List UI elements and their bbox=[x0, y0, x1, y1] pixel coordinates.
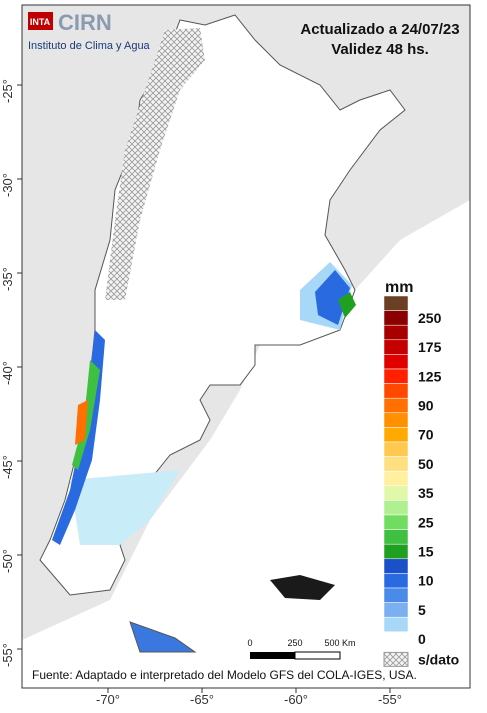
lat-tick-label: -30° bbox=[0, 173, 15, 197]
precip-25 bbox=[338, 292, 356, 318]
legend-title: mm bbox=[385, 279, 413, 296]
scale-label: 0 bbox=[247, 638, 252, 648]
lon-tick-label: -60° bbox=[284, 692, 308, 707]
legend-label: 250 bbox=[418, 310, 442, 326]
institute-text: Instituto de Clima y Agua bbox=[28, 40, 151, 52]
precip-15 bbox=[315, 270, 350, 325]
ocean bbox=[22, 200, 470, 688]
legend-swatch bbox=[383, 514, 409, 530]
legend-label: 35 bbox=[418, 485, 434, 501]
legend-label: 5 bbox=[418, 602, 426, 618]
legend-swatch bbox=[383, 412, 409, 428]
scale-label: 250 bbox=[287, 638, 302, 648]
footer: Fuente: Adaptado e interpretado del Mode… bbox=[32, 668, 417, 682]
lon-tick-label: -55° bbox=[378, 692, 402, 707]
legend-swatch bbox=[383, 354, 409, 370]
legend-swatch bbox=[383, 573, 409, 589]
tierra-del-fuego bbox=[129, 621, 197, 653]
legend-swatch bbox=[383, 500, 409, 516]
legend-swatch bbox=[383, 558, 409, 574]
legend-label: 10 bbox=[418, 573, 434, 589]
legend-swatch bbox=[383, 339, 409, 355]
legend-swatch bbox=[383, 397, 409, 414]
cirn-text: CIRN bbox=[58, 10, 112, 35]
malvinas bbox=[270, 575, 335, 600]
legend-swatch bbox=[383, 324, 409, 341]
lat-tick-label: -40° bbox=[0, 361, 15, 385]
legend-label: 15 bbox=[418, 544, 434, 560]
legend-swatch bbox=[383, 441, 409, 457]
lon-tick-label: -65° bbox=[190, 692, 214, 707]
scale-label: 500 Km bbox=[324, 638, 355, 648]
legend-swatch bbox=[383, 456, 409, 472]
lat-tick-label: -35° bbox=[0, 267, 15, 291]
legend-swatch bbox=[383, 295, 409, 311]
legend-swatch bbox=[383, 485, 409, 501]
legend-swatch bbox=[383, 427, 409, 443]
legend-swatch bbox=[383, 587, 409, 603]
map-frame bbox=[21, 4, 471, 689]
legend-swatch bbox=[383, 383, 409, 399]
validity-text: Validez 48 hs. bbox=[331, 41, 429, 58]
legend-swatch bbox=[383, 470, 409, 487]
lat-tick-label: -45° bbox=[0, 455, 15, 479]
legend-no-data-label: s/dato bbox=[418, 651, 459, 667]
no-data-area bbox=[105, 28, 205, 300]
legend-label: 175 bbox=[418, 339, 442, 355]
legend-label: 90 bbox=[418, 398, 434, 414]
inta-text: INTA bbox=[30, 17, 51, 27]
legend-label: 70 bbox=[418, 427, 434, 443]
lat-tick-label: -25° bbox=[0, 79, 15, 103]
lon-tick-label: -70° bbox=[96, 692, 120, 707]
legend-swatch bbox=[383, 529, 409, 545]
legend-swatch bbox=[383, 543, 409, 560]
updated-text: Actualizado a 24/07/23 bbox=[300, 21, 459, 38]
legend-swatch bbox=[383, 368, 409, 384]
legend-swatch bbox=[383, 602, 409, 618]
legend-no-data bbox=[383, 651, 409, 667]
precip-light bbox=[70, 470, 180, 545]
legend-swatch bbox=[383, 616, 409, 633]
scale-bar-white bbox=[294, 651, 341, 660]
inta-logo bbox=[28, 12, 53, 30]
legend-label: 125 bbox=[418, 368, 442, 384]
legend-swatch bbox=[383, 310, 409, 326]
scale-bar-black bbox=[250, 652, 295, 659]
legend-label: 50 bbox=[418, 456, 434, 472]
lat-tick-label: -50° bbox=[0, 549, 15, 573]
legend-swatch bbox=[383, 631, 409, 647]
andes-orange bbox=[75, 400, 88, 445]
legend-label: 25 bbox=[418, 514, 434, 530]
legend-label: 0 bbox=[418, 631, 426, 647]
lat-tick-label: -55° bbox=[0, 643, 15, 667]
